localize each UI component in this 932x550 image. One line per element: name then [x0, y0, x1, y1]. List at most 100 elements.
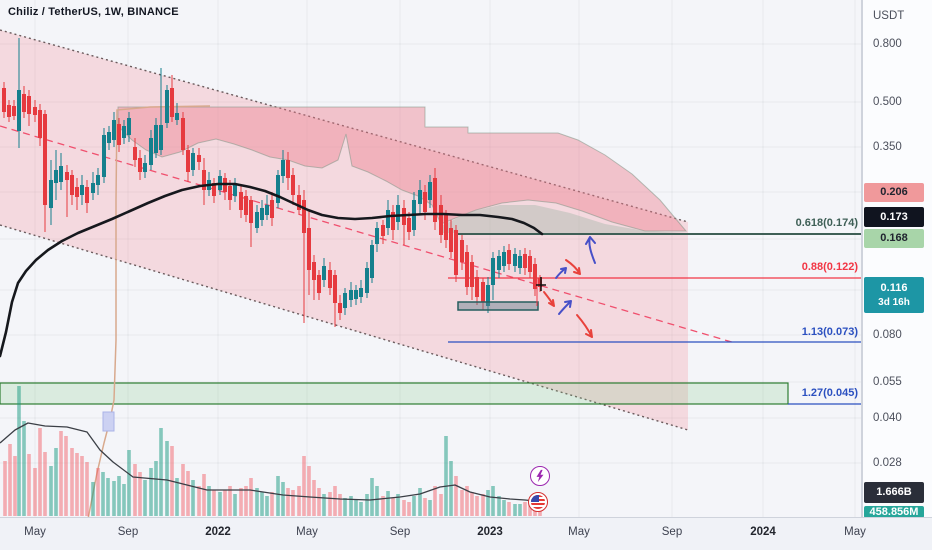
- candle-body: [370, 245, 374, 278]
- candle-body: [502, 252, 506, 266]
- candle-body: [312, 262, 316, 280]
- candle-body: [249, 200, 253, 223]
- candle-body: [317, 275, 321, 293]
- candle-body: [475, 277, 479, 297]
- time-tick: May: [296, 526, 318, 538]
- volume-bar: [260, 492, 264, 516]
- candle-body: [470, 262, 474, 287]
- symbol-title[interactable]: Chiliz / TetherUS, 1W, BINANCE: [8, 6, 179, 18]
- candle-body: [127, 118, 131, 135]
- volume-bar: [439, 494, 443, 516]
- green-zone-box[interactable]: [0, 382, 789, 405]
- candle-body: [481, 282, 485, 302]
- volume-bar: [460, 490, 464, 516]
- candle-body: [423, 192, 427, 212]
- flag-icon[interactable]: [528, 492, 548, 512]
- volume-bar: [276, 476, 280, 516]
- candle-body: [396, 205, 400, 222]
- volume-bar: [433, 486, 437, 516]
- volume-ma-line[interactable]: [0, 422, 546, 503]
- volume-bar: [491, 486, 495, 516]
- volume-bar: [418, 488, 422, 516]
- volume-bar: [175, 478, 179, 516]
- up-arrow-2[interactable]: [555, 267, 567, 279]
- candle-body: [181, 118, 185, 150]
- price-badge: 458.856M: [864, 506, 924, 518]
- candle-body: [117, 124, 121, 145]
- time-tick: Sep: [117, 526, 139, 538]
- candle-body: [80, 185, 84, 195]
- candle-body: [107, 132, 111, 143]
- volume-bar: [486, 490, 490, 516]
- volume-bar: [8, 444, 12, 516]
- channel-top-line[interactable]: [0, 29, 689, 223]
- candle-body: [122, 126, 126, 138]
- candle-body: [297, 195, 301, 210]
- volume-bar: [181, 464, 185, 516]
- candle-body: [349, 290, 353, 300]
- trend-channel-fill[interactable]: [0, 30, 688, 430]
- candle-body: [2, 88, 6, 112]
- candle-body: [22, 94, 26, 112]
- candle-body: [523, 254, 527, 268]
- volume-bar: [317, 488, 321, 516]
- price-axis[interactable]: USDT 0.800 0.500 0.350 0.080 0.055 0.040 0.028 0…: [862, 0, 932, 518]
- price-tick: 0.040: [873, 412, 902, 424]
- volume-bar: [101, 472, 105, 516]
- candle-body: [418, 190, 422, 204]
- volume-bar: [523, 502, 527, 516]
- candle-body: [333, 275, 337, 303]
- candle-body: [518, 256, 522, 268]
- volume-bar: [244, 486, 248, 516]
- volume-bar: [239, 488, 243, 516]
- candle-body: [513, 254, 517, 266]
- volume-bar: [165, 441, 169, 516]
- volume-bar: [33, 468, 37, 516]
- fib-level-label: 1.13(0.073): [801, 326, 858, 338]
- volume-bar: [3, 461, 7, 516]
- volume-bar: [159, 428, 163, 516]
- price-ma-line[interactable]: [0, 182, 544, 358]
- candle-body: [149, 138, 153, 165]
- volume-bar: [49, 466, 53, 516]
- time-tick: Sep: [389, 526, 411, 538]
- volume-bar: [412, 496, 416, 516]
- us-flag-glyph: [531, 495, 545, 509]
- volume-bar: [481, 494, 485, 516]
- volume-bar: [59, 431, 63, 516]
- down-arrow-3[interactable]: [543, 291, 555, 307]
- volume-bar: [22, 421, 26, 516]
- up-arrow-0[interactable]: [585, 236, 596, 264]
- candle-body: [49, 180, 53, 208]
- candle-body: [491, 258, 495, 285]
- candle-body: [165, 90, 169, 123]
- volume-bar: [43, 452, 47, 516]
- down-arrow-5[interactable]: [576, 314, 593, 338]
- volume-bar: [233, 494, 237, 516]
- candle-body: [7, 105, 11, 117]
- consolidation-box[interactable]: [457, 301, 539, 311]
- time-axis[interactable]: May Sep 2022 May Sep 2023 May Sep 2024 May: [0, 517, 932, 550]
- volume-bar: [475, 496, 479, 516]
- lightning-icon[interactable]: [530, 466, 550, 486]
- up-arrow-4[interactable]: [558, 300, 572, 315]
- volume-bar: [91, 482, 95, 516]
- channel-midline[interactable]: [0, 125, 736, 344]
- volume-bar: [507, 502, 511, 516]
- candle-body: [286, 160, 290, 178]
- candle-body: [244, 196, 248, 215]
- candle-body: [375, 228, 379, 244]
- volume-bar: [407, 502, 411, 516]
- candle-body: [91, 183, 95, 193]
- candle-body: [365, 268, 369, 293]
- candle-body: [17, 90, 21, 131]
- down-arrow-1[interactable]: [565, 259, 581, 275]
- time-tick: 2024: [750, 526, 776, 538]
- volume-bar: [354, 500, 358, 516]
- candle-body: [85, 187, 89, 203]
- candle-body: [255, 212, 259, 228]
- volume-bar: [212, 490, 216, 516]
- bar-countdown: 3d 16h: [878, 296, 910, 308]
